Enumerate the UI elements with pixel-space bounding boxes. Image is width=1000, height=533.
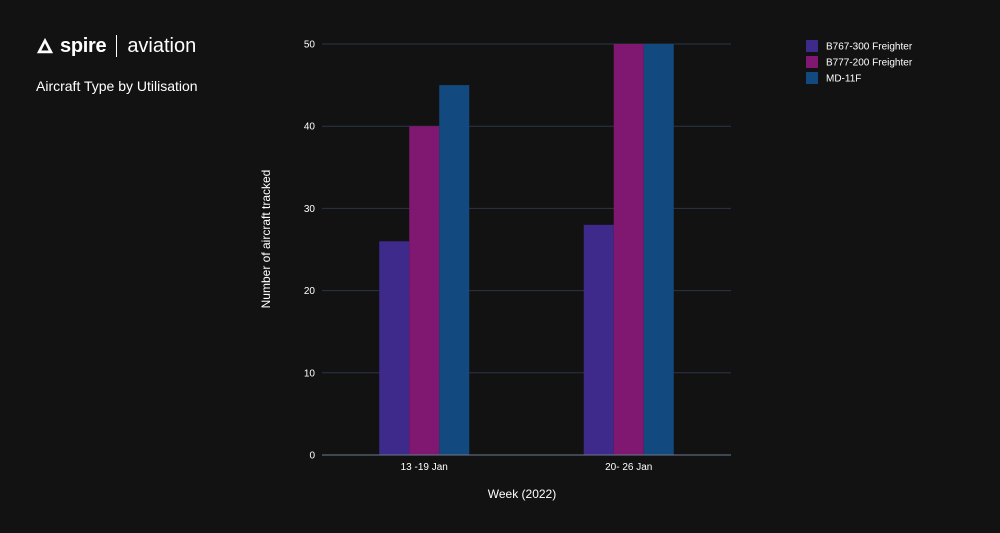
legend-swatch — [806, 40, 818, 52]
y-tick-label: 50 — [304, 40, 316, 51]
chart-title: Aircraft Type by Utilisation — [36, 78, 198, 94]
legend-item[interactable]: B767-300 Freighter — [806, 40, 913, 53]
y-axis-title: Number of aircraft tracked — [259, 170, 273, 309]
x-tick-labels: 13 -19 Jan 20- 26 Jan — [401, 462, 653, 473]
legend-label: B767-300 Freighter — [826, 42, 913, 53]
brand-subtitle: aviation — [127, 34, 197, 57]
y-tick-label: 10 — [304, 368, 316, 379]
legend-label: B777-200 Freighter — [826, 58, 913, 69]
y-tick-label: 40 — [304, 122, 316, 133]
legend-label: MD-11F — [826, 74, 861, 85]
y-tick-labels: 0 10 20 30 40 50 — [304, 40, 316, 462]
y-tick-label: 20 — [304, 286, 316, 297]
brand-name: spire — [60, 34, 107, 57]
bar-md-11f-0[interactable] — [439, 85, 470, 455]
bar-b777-200-freighter-0[interactable] — [409, 126, 440, 455]
y-tick-label: 0 — [309, 451, 315, 462]
spire-logo-icon — [36, 37, 54, 54]
x-axis-title: Week (2022) — [488, 487, 556, 501]
bar-b777-200-freighter-1[interactable] — [613, 44, 644, 455]
x-tick-label: 13 -19 Jan — [401, 462, 448, 473]
bar-b767-300-freighter-1[interactable] — [583, 224, 614, 455]
brand-divider — [116, 35, 118, 57]
x-tick-label: 20- 26 Jan — [605, 462, 652, 473]
bar-md-11f-1[interactable] — [643, 44, 674, 455]
legend-item[interactable]: B777-200 Freighter — [806, 56, 913, 69]
y-tick-label: 30 — [304, 204, 316, 215]
legend-swatch — [806, 72, 818, 84]
legend[interactable]: B767-300 Freighter B777-200 Freighter MD-1… — [806, 40, 913, 85]
brand-logo: spire aviation — [36, 34, 196, 58]
legend-item[interactable]: MD-11F — [806, 72, 861, 85]
bars — [379, 44, 674, 455]
legend-swatch — [806, 56, 818, 68]
bar-b767-300-freighter-0[interactable] — [379, 241, 410, 455]
